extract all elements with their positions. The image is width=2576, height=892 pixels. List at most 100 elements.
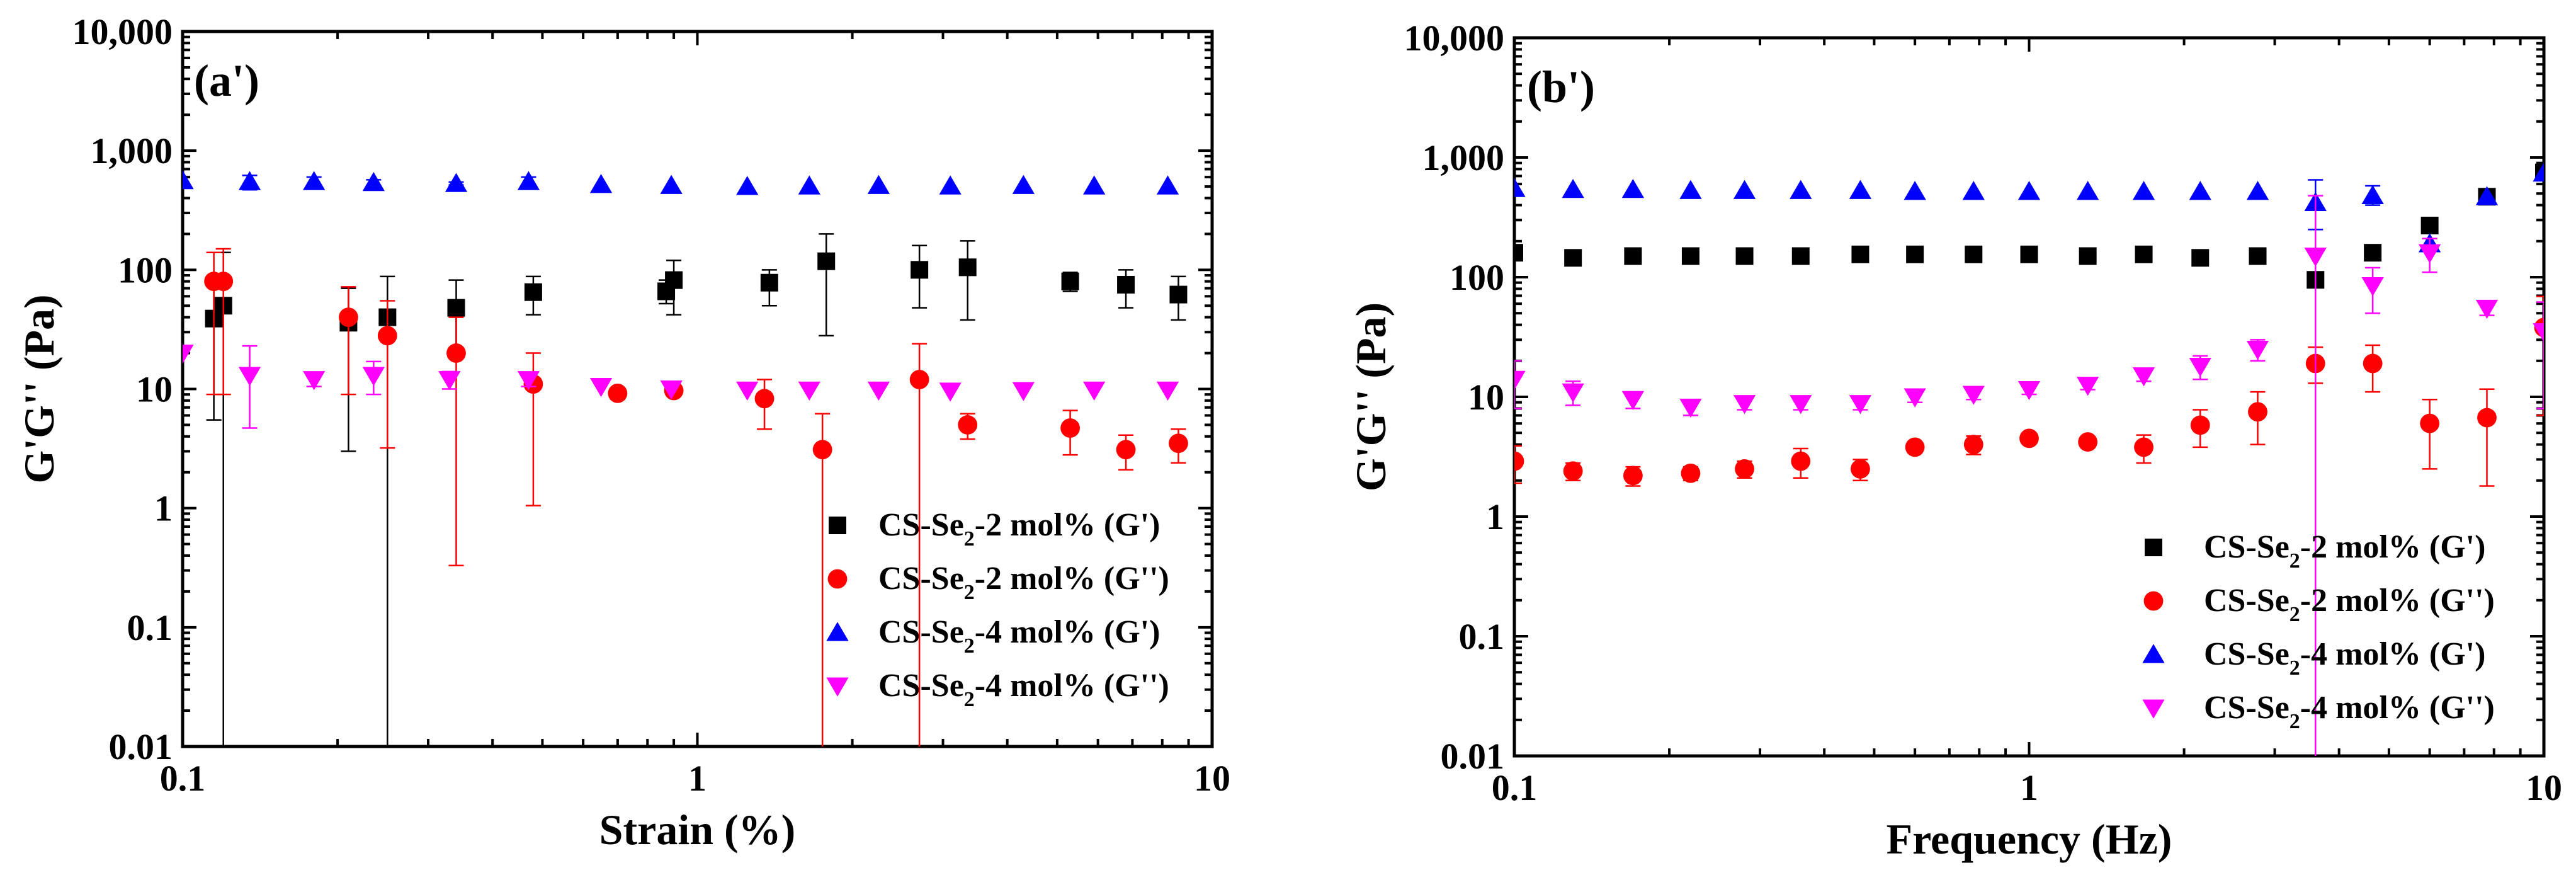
data-point	[754, 389, 775, 409]
data-point	[798, 175, 820, 195]
y-tick-label: 10	[136, 369, 173, 410]
legend-label: CS-Se2-4 mol% (G'')	[878, 668, 1169, 711]
data-point	[1735, 247, 1754, 265]
data-point	[1735, 459, 1754, 479]
series-3	[1514, 195, 2544, 756]
y-tick-label: 1,000	[1422, 137, 1505, 178]
data-point	[1733, 180, 1756, 199]
legend-marker	[827, 569, 848, 589]
data-point	[909, 370, 929, 389]
data-point	[1963, 435, 1983, 455]
data-point	[1791, 247, 1810, 265]
data-point	[2420, 217, 2439, 235]
data-point	[817, 252, 836, 270]
data-point	[339, 307, 358, 328]
legend-marker	[2142, 699, 2165, 719]
x-axis-title: Frequency (Hz)	[1887, 815, 2172, 863]
data-point	[1791, 451, 1811, 471]
data-point	[362, 171, 385, 192]
data-point	[1851, 245, 1870, 263]
legend-marker	[2143, 591, 2164, 611]
data-point	[2135, 245, 2153, 263]
legend-label: CS-Se2-2 mol% (G'')	[2204, 583, 2495, 626]
data-point	[2246, 340, 2269, 360]
data-point	[446, 343, 466, 363]
data-point	[660, 380, 683, 400]
data-point	[2189, 181, 2211, 200]
data-point	[665, 271, 683, 289]
data-point	[812, 440, 832, 460]
data-point	[2246, 181, 2269, 200]
y-axis-title: G'G'' (Pa)	[1347, 302, 1395, 491]
legend-label: CS-Se2-4 mol% (G')	[2204, 636, 2485, 680]
data-point	[2020, 245, 2038, 263]
data-point	[1679, 180, 1702, 199]
data-point	[2248, 402, 2267, 422]
data-point	[1564, 249, 1582, 267]
data-point	[2134, 437, 2153, 457]
legend-label: CS-Se2-2 mol% (G')	[878, 507, 1160, 551]
legend-marker	[2145, 539, 2162, 556]
data-point	[2019, 428, 2039, 449]
data-point	[1117, 275, 1135, 294]
data-point	[1790, 395, 1812, 415]
data-point	[2418, 244, 2441, 264]
data-point	[939, 175, 962, 195]
series-3	[183, 345, 1179, 429]
data-point	[1169, 285, 1188, 304]
data-point	[2304, 248, 2327, 267]
data-point	[2477, 408, 2497, 428]
data-point	[736, 381, 759, 401]
legend-label: CS-Se2-2 mol% (G'')	[878, 561, 1169, 604]
data-point	[1060, 418, 1080, 438]
data-point	[958, 258, 977, 277]
legend-label: CS-Se2-4 mol% (G'')	[2204, 690, 2495, 733]
data-point	[303, 171, 326, 190]
data-point	[2132, 181, 2155, 200]
data-point	[1562, 383, 1584, 403]
data-point	[1514, 451, 1524, 471]
data-point	[1156, 175, 1179, 195]
x-tick-label: 1	[2020, 767, 2038, 808]
data-point	[2475, 299, 2499, 319]
legend: CS-Se2-2 mol% (G') CS-Se2-2 mol% (G'') CS-…	[826, 507, 1169, 711]
legend-marker	[826, 677, 849, 697]
data-point	[736, 176, 759, 195]
panel-label: (a')	[194, 55, 259, 106]
data-point	[2190, 415, 2210, 435]
data-point	[867, 174, 890, 194]
data-point	[1621, 391, 1645, 411]
data-point	[1012, 382, 1035, 401]
series-1	[1514, 295, 2544, 487]
data-point	[1962, 181, 1985, 200]
data-point	[2189, 358, 2211, 377]
data-point	[1790, 180, 1812, 199]
data-point	[1679, 398, 1702, 418]
x-tick-label: 10	[2526, 767, 2562, 808]
legend-label: CS-Se2-2 mol% (G')	[2204, 529, 2485, 573]
data-point	[589, 378, 613, 397]
data-point	[1624, 247, 1642, 265]
data-point	[1849, 395, 1872, 415]
data-point	[2533, 323, 2544, 343]
data-point	[362, 367, 385, 386]
data-point	[2363, 353, 2383, 374]
data-point	[1061, 272, 1079, 290]
x-tick-label: 10	[1194, 758, 1230, 799]
data-point	[1563, 461, 1583, 481]
data-point	[2249, 247, 2267, 265]
data-point	[238, 367, 261, 386]
panel-label: (b')	[1527, 62, 1595, 112]
series-2	[183, 170, 1179, 195]
data-point	[2017, 381, 2041, 401]
y-tick-label: 100	[1450, 257, 1504, 298]
y-tick-label: 0.01	[109, 726, 173, 767]
data-point	[377, 326, 397, 346]
data-layer	[183, 170, 1188, 746]
data-point	[2420, 413, 2440, 433]
data-layer	[1514, 163, 2544, 756]
legend-marker	[2142, 644, 2165, 663]
data-point	[958, 415, 978, 435]
